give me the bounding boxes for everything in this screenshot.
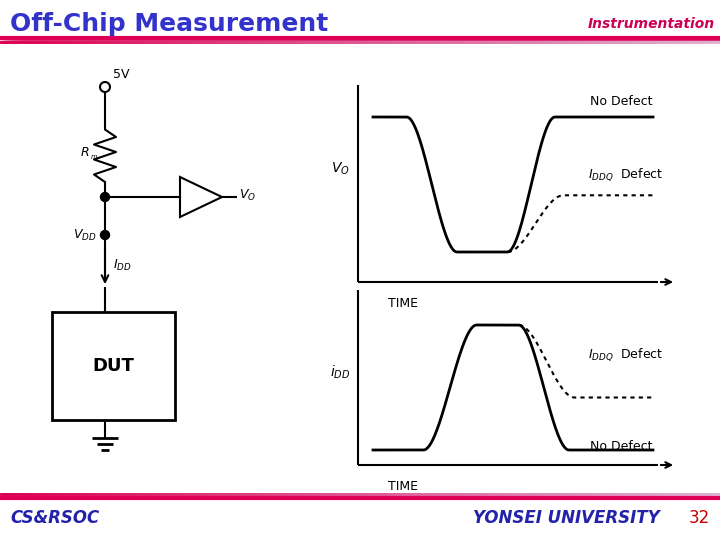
Text: $R$: $R$	[79, 145, 89, 159]
Text: No Defect: No Defect	[590, 95, 653, 108]
Text: $_m$: $_m$	[90, 152, 98, 162]
Text: YONSEI UNIVERSITY: YONSEI UNIVERSITY	[473, 509, 660, 527]
Text: $V_O$: $V_O$	[331, 160, 350, 177]
Text: $V_O$: $V_O$	[239, 187, 256, 202]
Text: 5V: 5V	[113, 69, 130, 82]
Circle shape	[100, 82, 110, 92]
Text: DUT: DUT	[93, 357, 135, 375]
Text: $I_{DDQ}$  Defect: $I_{DDQ}$ Defect	[588, 347, 663, 363]
Text: 32: 32	[689, 509, 710, 527]
Text: Instrumentation: Instrumentation	[588, 17, 715, 31]
Text: $V_{DD}$: $V_{DD}$	[73, 227, 97, 242]
Text: Off-Chip Measurement: Off-Chip Measurement	[10, 12, 328, 36]
Text: $I_{DDQ}$  Defect: $I_{DDQ}$ Defect	[588, 167, 663, 184]
Bar	[52, 312, 175, 420]
Text: $i_{DD}$: $i_{DD}$	[330, 364, 350, 381]
Text: $I_{DD}$: $I_{DD}$	[113, 258, 132, 273]
Text: TIME: TIME	[388, 480, 418, 493]
Text: TIME: TIME	[388, 297, 418, 310]
Circle shape	[101, 192, 109, 201]
Circle shape	[101, 231, 109, 240]
Text: CS&RSOC: CS&RSOC	[10, 509, 99, 527]
Text: No Defect: No Defect	[590, 441, 653, 454]
